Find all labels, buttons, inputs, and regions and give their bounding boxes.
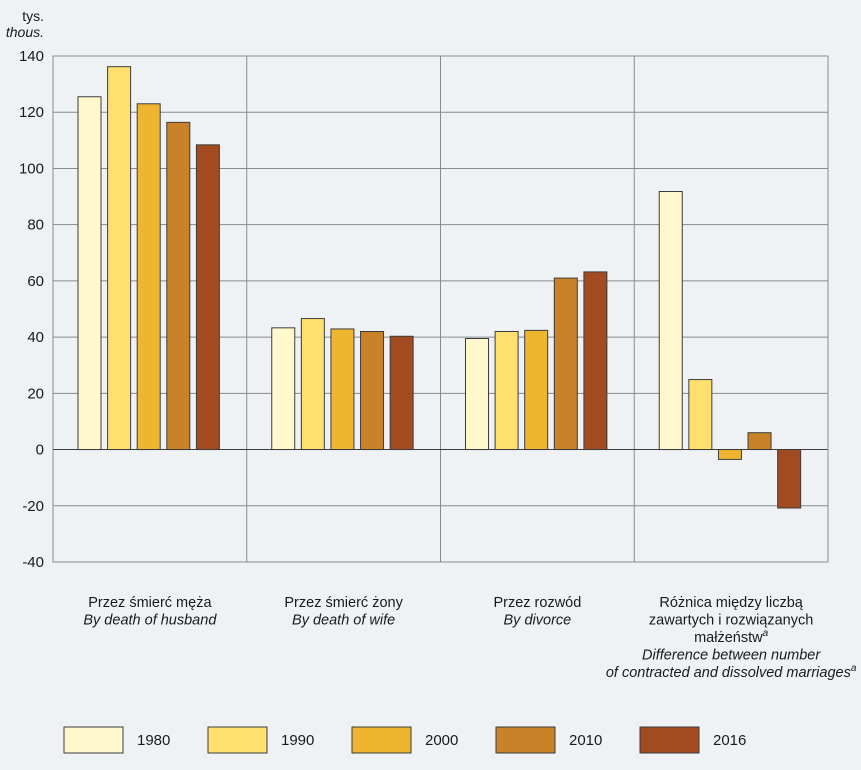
legend-swatch-2010 (495, 726, 556, 754)
bar-2000-cat-3 (717, 449, 742, 460)
category-label-en: By death of husband (83, 613, 217, 629)
bar-1980-cat-1 (271, 327, 296, 451)
y-tick-label: 100 (19, 160, 44, 177)
y-tick-label: 120 (19, 104, 44, 121)
category-label-pl: zawartych i rozwiązanych (649, 613, 813, 629)
bar-1990-cat-2 (494, 330, 519, 451)
y-tick-label: 80 (27, 217, 44, 234)
bar-2010-cat-3 (747, 432, 772, 451)
y-tick-label: -40 (22, 554, 44, 571)
category-label-pl: Przez rozwód (493, 595, 581, 611)
legend-label-2000: 2000 (425, 732, 458, 749)
bar-2010-cat-2 (553, 277, 578, 451)
category-labels: Przez śmierć męża By death of husband Prze… (83, 595, 857, 681)
bar-2010-cat-1 (360, 330, 385, 451)
bars (53, 66, 828, 509)
bar-2010-cat-0 (166, 121, 191, 451)
bar-2016-cat-0 (195, 144, 220, 451)
category-label-en: Difference between number (642, 648, 821, 664)
category-label-pl: Przez śmierć żony (284, 595, 403, 611)
category-label-pl: Różnica między liczbą (659, 595, 803, 611)
legend-label-2016: 2016 (713, 732, 746, 749)
legend-swatch-1990 (207, 726, 268, 754)
legend: 1980 1990 2000 2010 2016 (63, 726, 746, 754)
y-unit-label: tys. (22, 8, 44, 24)
bar-2000-cat-2 (524, 329, 549, 451)
legend-label-1990: 1990 (281, 732, 314, 749)
bar-1980-cat-3 (658, 190, 683, 451)
bar-2016-cat-2 (583, 271, 608, 451)
legend-swatch-2016 (639, 726, 700, 754)
bar-1990-cat-1 (300, 318, 325, 451)
category-label-en: By death of wife (292, 613, 395, 629)
bar-1990-cat-0 (107, 66, 132, 451)
category-label-pl: Przez śmierć męża (88, 595, 212, 611)
bar-2016-cat-3 (777, 449, 802, 509)
y-tick-label: -20 (22, 498, 44, 515)
legend-swatch-2000 (351, 726, 412, 754)
category-label-en: of contracted and dissolved marriagesa (606, 663, 857, 681)
bar-1990-cat-3 (688, 379, 713, 451)
category-label-en: By divorce (504, 613, 572, 629)
legend-swatch-1980 (63, 726, 124, 754)
bar-2000-cat-1 (330, 328, 355, 451)
plot-frame (52, 55, 829, 563)
y-tick-label: 40 (27, 329, 44, 346)
bar-2016-cat-1 (389, 335, 414, 451)
bar-1980-cat-2 (465, 338, 489, 451)
y-tick-label: 0 (36, 442, 44, 459)
footnote-marker: a (851, 663, 857, 674)
y-axis-ticks: -40 -20 0 20 40 60 80 100 120 140 (19, 48, 44, 571)
legend-label-1980: 1980 (137, 732, 170, 749)
y-unit-label-english: thous. (6, 24, 44, 40)
y-tick-label: 140 (19, 48, 44, 65)
legend-label-2010: 2010 (569, 732, 602, 749)
bar-1980-cat-0 (77, 96, 102, 451)
y-tick-label: 60 (27, 273, 44, 290)
y-tick-label: 20 (27, 385, 44, 402)
bar-2000-cat-0 (136, 103, 161, 451)
category-label-pl: małżeństwa (694, 628, 769, 646)
footnote-marker: a (763, 628, 769, 639)
